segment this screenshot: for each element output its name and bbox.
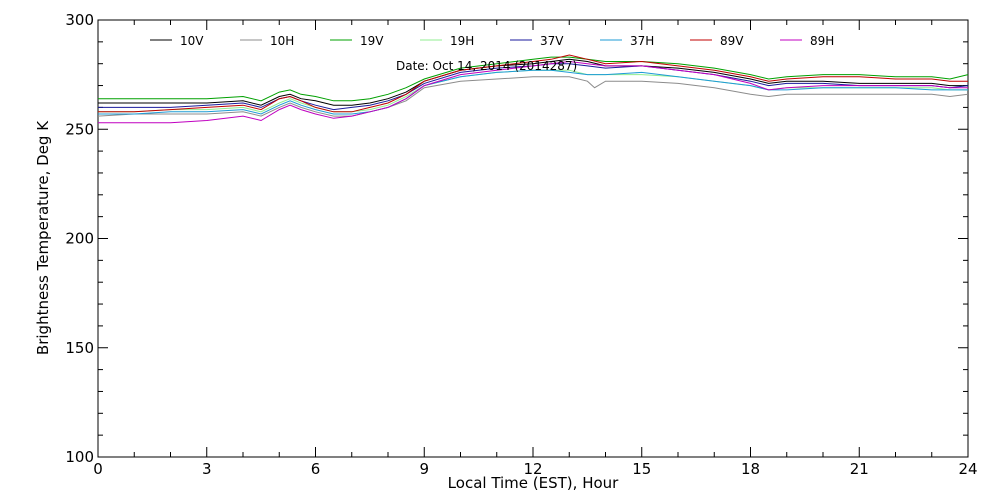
y-tick-label: 300 <box>65 11 94 29</box>
y-tick-label: 250 <box>65 120 94 138</box>
series-line-37h <box>98 69 968 115</box>
legend-label-37h: 37H <box>630 34 654 48</box>
x-tick-label: 24 <box>958 460 977 478</box>
x-tick-label: 12 <box>523 460 542 478</box>
legend-label-19v: 19V <box>360 34 384 48</box>
series-line-19v <box>98 56 969 102</box>
x-tick-labels: 0 3 6 9 12 15 18 21 24 <box>93 460 977 478</box>
x-tick-label: 6 <box>311 460 321 478</box>
x-tick-label: 21 <box>850 460 869 478</box>
legend-label-10v: 10V <box>180 34 204 48</box>
y-tick-label: 100 <box>65 448 94 466</box>
x-tick-label: 3 <box>202 460 212 478</box>
date-label: Date: Oct 14, 2014 (2014287) <box>396 59 577 73</box>
series-lines <box>97 54 969 124</box>
y-tick-label: 150 <box>65 339 94 357</box>
x-tick-label: 9 <box>419 460 429 478</box>
series-line-89v <box>98 54 968 113</box>
series-line-37v <box>98 63 969 111</box>
legend: 10V 10H 19V 19H 37V 37H 89V 89H <box>150 34 834 48</box>
y-axis-label: Brightness Temperature, Deg K <box>34 120 52 355</box>
x-tick-label: 18 <box>741 460 760 478</box>
legend-label-89v: 89V <box>720 34 744 48</box>
x-axis-label: Local Time (EST), Hour <box>448 474 619 492</box>
y-tick-labels: 100 150 200 250 300 <box>65 11 94 466</box>
x-tick-label: 0 <box>93 460 103 478</box>
y-tick-label: 200 <box>65 230 94 248</box>
series-line-10h <box>97 76 969 117</box>
series-line-89h <box>98 60 968 124</box>
x-tick-label: 15 <box>632 460 651 478</box>
legend-label-37v: 37V <box>540 34 564 48</box>
legend-label-19h: 19H <box>450 34 474 48</box>
legend-label-10h: 10H <box>270 34 294 48</box>
legend-label-89h: 89H <box>810 34 834 48</box>
